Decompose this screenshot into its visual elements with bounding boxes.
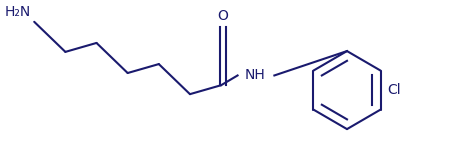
Text: O: O bbox=[217, 9, 228, 23]
Text: Cl: Cl bbox=[387, 83, 400, 97]
Text: H₂N: H₂N bbox=[5, 5, 31, 19]
Text: NH: NH bbox=[244, 68, 265, 83]
